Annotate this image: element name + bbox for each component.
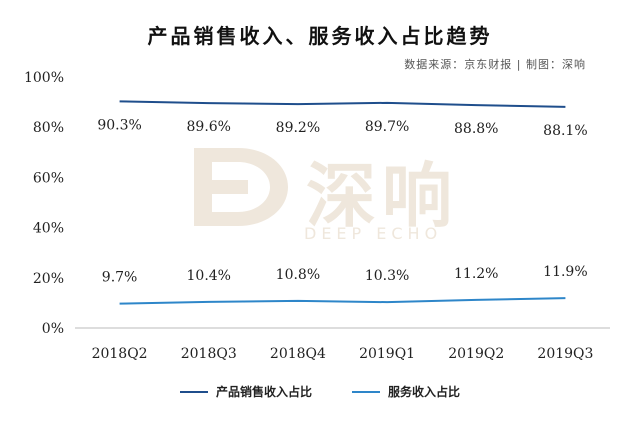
x-tick-label: 2018Q3 <box>181 346 237 362</box>
data-label: 11.2% <box>454 266 498 282</box>
legend-item-product: 产品销售收入占比 <box>179 383 312 400</box>
data-label: 89.2% <box>276 120 320 136</box>
legend: 产品销售收入占比 服务收入占比 <box>0 383 640 400</box>
watermark-logo-text: 深响 <box>306 155 458 237</box>
data-label: 9.7% <box>102 270 138 286</box>
data-label: 89.6% <box>187 119 231 135</box>
x-tick-label: 2018Q4 <box>270 346 326 362</box>
watermark-logo-icon <box>194 148 288 226</box>
y-tick-label: 60% <box>33 170 64 186</box>
data-label: 88.8% <box>454 121 498 137</box>
watermark-subtitle: DEEP ECHO <box>304 224 443 243</box>
data-label: 10.3% <box>365 268 409 284</box>
series-group: 90.3% 89.6% 89.2% 89.7% 88.8% 88.1% 9.7% 10.4% 1… <box>97 100 588 305</box>
legend-swatch-service <box>352 390 380 393</box>
data-label: 90.3% <box>97 117 141 133</box>
y-tick-label: 80% <box>33 120 64 136</box>
x-tick-label: 2018Q2 <box>92 346 148 362</box>
y-tick-label: 20% <box>33 271 64 287</box>
x-axis-ticks: 2018Q2 2018Q3 2018Q4 2019Q1 2019Q2 2019Q3 <box>92 346 594 362</box>
watermark: 深响 DEEP ECHO <box>186 140 476 250</box>
y-tick-label: 100% <box>24 70 64 86</box>
series-line-1 <box>119 297 566 305</box>
chart-title: 产品销售收入、服务收入占比趋势 <box>147 24 493 48</box>
y-tick-label: 0% <box>42 321 64 337</box>
series-line-0 <box>119 100 566 108</box>
data-label: 11.9% <box>543 264 587 280</box>
legend-label-service: 服务收入占比 <box>388 385 461 399</box>
legend-label-product: 产品销售收入占比 <box>215 385 312 399</box>
source-note: 数据来源：京东财报 | 制图：深响 <box>404 58 586 71</box>
legend-item-service: 服务收入占比 <box>352 383 460 400</box>
x-tick-label: 2019Q2 <box>448 346 504 362</box>
y-tick-label: 40% <box>33 221 64 237</box>
x-tick-label: 2019Q3 <box>537 346 593 362</box>
x-tick-label: 2019Q1 <box>359 346 415 362</box>
data-label: 88.1% <box>543 123 587 139</box>
legend-swatch-product <box>179 390 208 393</box>
data-label: 89.7% <box>365 119 409 135</box>
y-axis-ticks: 0% 20% 40% 60% 80% 100% <box>24 70 64 337</box>
data-label: 10.8% <box>276 267 320 283</box>
data-label: 10.4% <box>187 268 231 284</box>
